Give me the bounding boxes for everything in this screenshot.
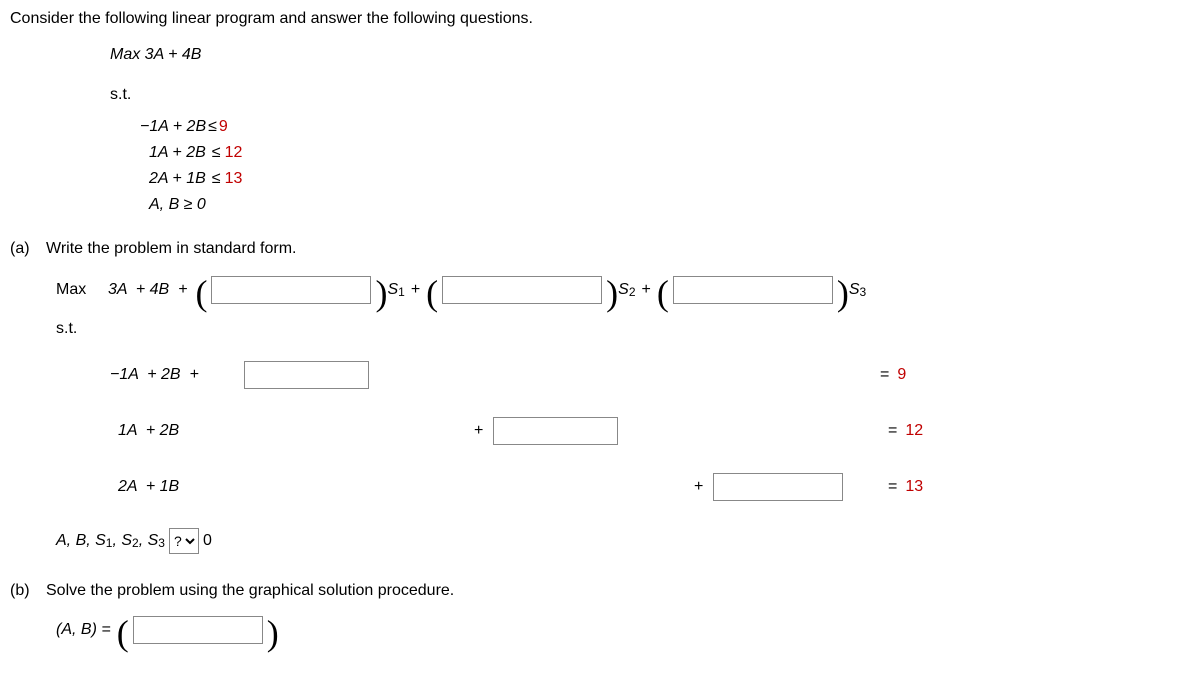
c3-rhs: 13 [225,170,243,188]
rhs-3: 13 [905,478,923,496]
row2-plus: + [474,422,483,440]
part-a-prompt: Write the problem in standard form. [46,240,296,258]
std-constraint-3: 2A + 1B + = 13 [110,472,1190,502]
intro-text: Consider the following linear program an… [10,10,1190,28]
nn-sub1: 1 [106,536,113,550]
part-b-header: (b) Solve the problem using the graphica… [10,582,1190,600]
solution-row: (A, B) = ( ) [56,616,1190,644]
lparen-1: ( [195,279,207,307]
s1-sub: 1 [398,285,405,299]
plus-2: + [642,281,651,299]
ab-input[interactable] [133,616,263,644]
s3-var: S [849,281,860,299]
row3-expr: 2A + 1B [110,478,248,496]
nn-prefix: A, B, S [56,532,106,550]
row1-expr: −1A + 2B + [110,366,240,384]
lparen-2: ( [426,279,438,307]
constraint-2: 1A + 2B ≤ 12 [140,140,1190,166]
c3-rel: ≤ [212,170,221,188]
plus-1: + [411,281,420,299]
c3-lhs: 2A + 1B [149,170,206,188]
obj-s2-input[interactable] [442,276,602,304]
obj-prefix: 3A + 4B + [108,281,187,299]
nn-c2: , S [139,532,159,550]
objective: Max 3A + 4B [110,46,1190,64]
nonneg-row: A, B, S1, S2, S3 ? 0 [56,528,1190,554]
eq-3: = [888,478,897,496]
ab-label: (A, B) = [56,621,111,639]
objective-row: Max 3A + 4B + ( ) S1 + ( ) S2 + ( ) S3 [56,276,1190,304]
nonneg: A, B ≥ 0 [149,192,1190,218]
std-constraint-2: 1A + 2B + = 12 [110,416,1190,446]
s2-sub: 2 [629,285,636,299]
row3-plus: + [694,478,703,496]
nn-sub2: 2 [132,536,139,550]
std-constraint-1: −1A + 2B + = 9 [110,360,1190,390]
relation-dropdown[interactable]: ? [169,528,199,554]
part-b-prompt: Solve the problem using the graphical so… [46,582,454,600]
lparen-3: ( [657,279,669,307]
rparen-1: ) [375,279,387,307]
rhs-2: 12 [905,422,923,440]
c2-lhs: 1A + 2B [149,144,206,162]
part-b-label: (b) [10,582,46,600]
c1-lhs: −1A + 2B [140,118,206,136]
row3-input[interactable] [713,473,843,501]
eq-2: = [888,422,897,440]
constraint-3: 2A + 1B ≤ 13 [140,166,1190,192]
subject-to: s.t. [110,86,1190,104]
nn-sub3: 3 [158,536,165,550]
c2-rhs: 12 [225,144,243,162]
part-a-header: (a) Write the problem in standard form. [10,240,1190,258]
part-a-label: (a) [10,240,46,258]
ab-rparen: ) [267,619,279,647]
nn-c1: , S [112,532,132,550]
obj-s3-input[interactable] [673,276,833,304]
row2-expr: 1A + 2B [110,422,248,440]
st-label: s.t. [56,320,1190,338]
s2-var: S [618,281,629,299]
s1-var: S [387,281,398,299]
ab-lparen: ( [117,619,129,647]
max-label: Max [56,281,108,299]
constraint-1: −1A + 2B ≤ 9 [140,114,1190,140]
s3-sub: 3 [860,285,867,299]
nn-zero: 0 [203,532,212,550]
row1-input[interactable] [244,361,369,389]
rparen-2: ) [606,279,618,307]
row2-input[interactable] [493,417,618,445]
rparen-3: ) [837,279,849,307]
c2-rel: ≤ [212,144,221,162]
c1-rhs: 9 [219,118,228,136]
c1-rel: ≤ [208,118,217,136]
eq-1: = [880,366,889,384]
obj-s1-input[interactable] [211,276,371,304]
rhs-1: 9 [897,366,906,384]
